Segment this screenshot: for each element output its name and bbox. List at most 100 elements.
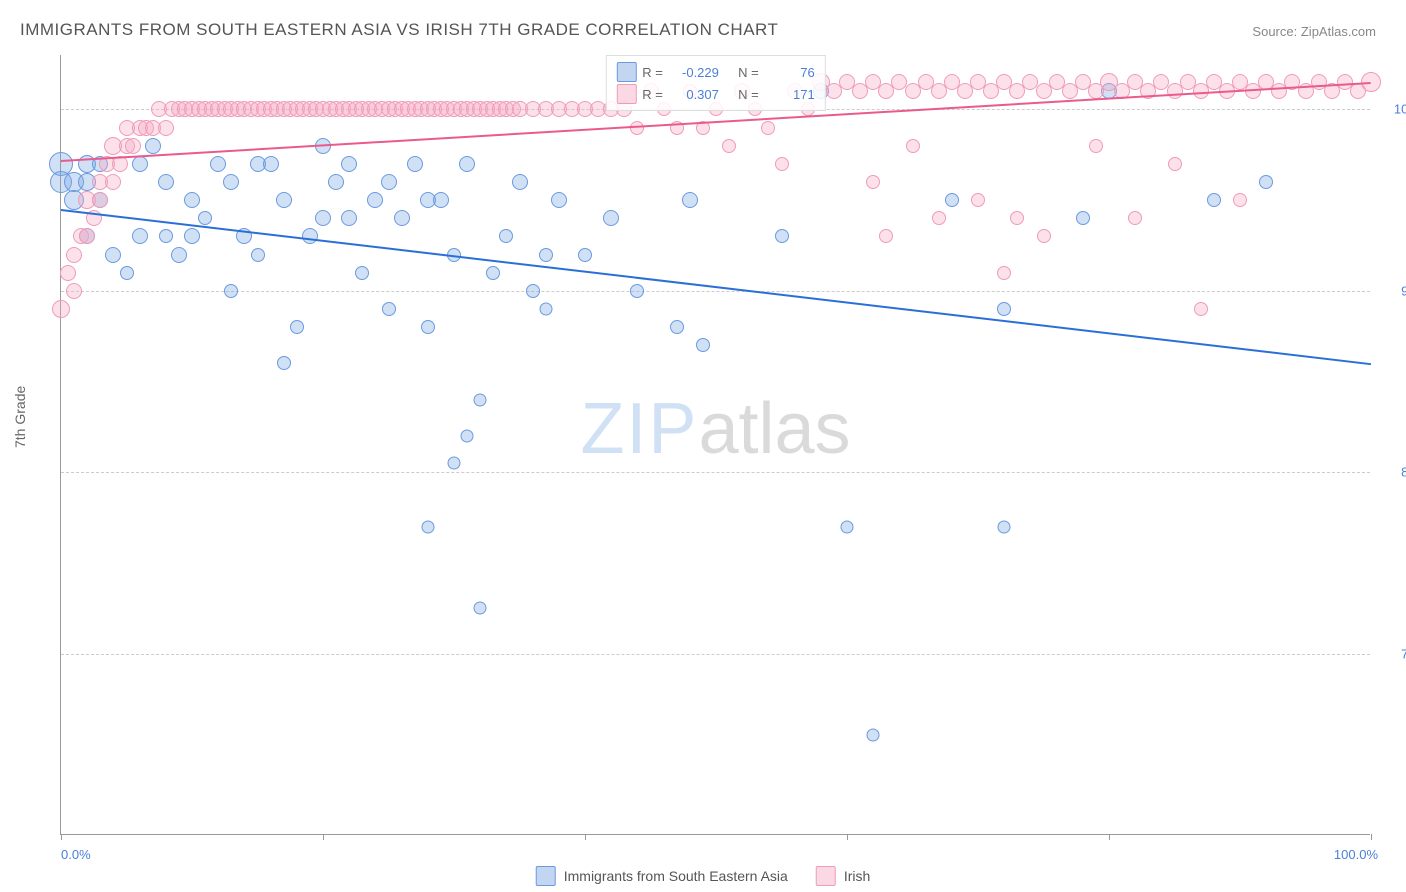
scatter-point [381, 174, 397, 190]
r-value: -0.229 [669, 65, 719, 80]
scatter-point [198, 211, 212, 225]
scatter-point [1037, 229, 1051, 243]
scatter-point [539, 248, 553, 262]
scatter-point [60, 265, 76, 281]
scatter-point [603, 210, 619, 226]
scatter-point [775, 229, 789, 243]
gridline-h [61, 472, 1370, 473]
legend-item-pink: Irish [816, 866, 870, 886]
scatter-point [997, 266, 1011, 280]
x-tick [1109, 834, 1110, 840]
scatter-point [52, 300, 70, 318]
scatter-point [341, 210, 357, 226]
scatter-point [775, 157, 789, 171]
scatter-point [382, 302, 396, 316]
scatter-point [474, 393, 487, 406]
scatter-point [394, 210, 410, 226]
scatter-point [459, 156, 475, 172]
legend-label: Irish [844, 868, 870, 884]
legend-bottom: Immigrants from South Eastern Asia Irish [536, 866, 871, 886]
scatter-point [120, 266, 134, 280]
scatter-point [971, 193, 985, 207]
scatter-point [145, 138, 161, 154]
scatter-point [867, 729, 880, 742]
scatter-point [158, 174, 174, 190]
scatter-point [1233, 193, 1247, 207]
scatter-point [578, 248, 592, 262]
scatter-point [184, 192, 200, 208]
y-tick-label: 90.0% [1378, 283, 1406, 298]
r-value: 0.307 [669, 87, 719, 102]
swatch-icon [616, 62, 636, 82]
scatter-point [630, 284, 644, 298]
scatter-point [223, 174, 239, 190]
scatter-point [551, 192, 567, 208]
scatter-point [105, 247, 121, 263]
scatter-point [105, 174, 121, 190]
legend-row: R =0.307 N =171 [616, 84, 814, 104]
source-value: ZipAtlas.com [1301, 24, 1376, 39]
source-label: Source: [1252, 24, 1297, 39]
scatter-point [433, 192, 449, 208]
scatter-point [461, 429, 474, 442]
scatter-point [1010, 211, 1024, 225]
legend-label: Immigrants from South Eastern Asia [564, 868, 788, 884]
source-attribution: Source: ZipAtlas.com [1252, 24, 1376, 39]
r-label: R = [642, 65, 663, 80]
swatch-icon [816, 866, 836, 886]
scatter-point [1168, 157, 1182, 171]
scatter-point [132, 156, 148, 172]
scatter-point [448, 457, 461, 470]
trend-line [61, 209, 1371, 365]
y-axis-label: 7th Grade [12, 386, 28, 448]
y-tick-label: 70.0% [1378, 646, 1406, 661]
scatter-point [184, 228, 200, 244]
scatter-point [277, 356, 291, 370]
scatter-point [263, 156, 279, 172]
r-label: R = [642, 87, 663, 102]
scatter-point [158, 120, 174, 136]
scatter-point [66, 283, 82, 299]
scatter-point [998, 520, 1011, 533]
scatter-point [79, 228, 95, 244]
scatter-point [499, 229, 513, 243]
x-tick [323, 834, 324, 840]
scatter-point [841, 520, 854, 533]
scatter-point [682, 192, 698, 208]
scatter-point [1207, 193, 1221, 207]
scatter-point [486, 266, 500, 280]
scatter-point [1076, 211, 1090, 225]
chart-plot-area: 70.0%80.0%90.0%100.0%0.0%100.0%ZIPatlasR… [60, 55, 1370, 835]
scatter-point [210, 156, 226, 172]
scatter-point [92, 192, 108, 208]
scatter-point [341, 156, 357, 172]
gridline-h [61, 654, 1370, 655]
scatter-point [125, 138, 141, 154]
chart-title: IMMIGRANTS FROM SOUTH EASTERN ASIA VS IR… [20, 20, 778, 40]
x-tick-label: 0.0% [61, 847, 91, 862]
scatter-point [696, 338, 710, 352]
scatter-point [315, 210, 331, 226]
scatter-point [1089, 139, 1103, 153]
scatter-point [421, 520, 434, 533]
x-tick [61, 834, 62, 840]
scatter-point [932, 211, 946, 225]
x-tick [585, 834, 586, 840]
scatter-point [906, 139, 920, 153]
scatter-point [474, 602, 487, 615]
scatter-point [355, 266, 369, 280]
n-label: N = [738, 87, 759, 102]
scatter-point [421, 320, 435, 334]
x-tick-label: 100.0% [1334, 847, 1378, 862]
scatter-point [526, 284, 540, 298]
scatter-point [224, 284, 238, 298]
scatter-point [1128, 211, 1142, 225]
scatter-point [328, 174, 344, 190]
legend-correlation: R =-0.229 N =76R =0.307 N =171 [605, 55, 825, 111]
x-tick [1371, 834, 1372, 840]
scatter-point [1194, 302, 1208, 316]
y-tick-label: 100.0% [1378, 102, 1406, 117]
legend-row: R =-0.229 N =76 [616, 62, 814, 82]
scatter-point [512, 174, 528, 190]
scatter-point [866, 175, 880, 189]
